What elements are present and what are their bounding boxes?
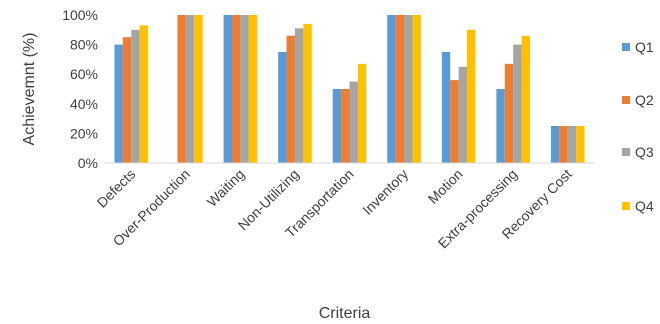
bar-q3-3	[294, 28, 304, 163]
bar-q2-0	[122, 37, 132, 164]
bar-q1-5	[387, 15, 396, 163]
x-tick-label: Waiting	[204, 166, 248, 210]
legend-swatch-q4	[622, 202, 630, 210]
bar-q1-0	[114, 44, 123, 163]
legend-label-q1: Q1	[635, 39, 654, 55]
bar-q4-3	[303, 23, 312, 163]
bar-q3-6	[458, 66, 468, 163]
legend-swatch-q1	[622, 43, 630, 51]
x-tick-label: Inventory	[359, 166, 411, 218]
bar-q2-3	[286, 35, 295, 163]
bar-q4-7	[521, 35, 530, 163]
legend-label-q3: Q3	[635, 144, 654, 160]
y-axis-ticks: 0% 20% 40% 60% 80% 100%	[62, 7, 98, 171]
bar-q4-0	[139, 25, 149, 163]
y-tick-label: 80%	[70, 37, 98, 53]
bar-q4-1	[194, 15, 203, 163]
bar-q3-7	[513, 44, 522, 163]
bar-q3-1	[185, 15, 195, 163]
bar-q3-4	[349, 81, 358, 163]
bar-q3-8	[567, 126, 577, 163]
legend-swatch-q3	[622, 148, 630, 156]
y-tick-label: 60%	[70, 66, 98, 82]
x-tick-label: Motion	[425, 166, 466, 207]
bar-q1-7	[496, 89, 505, 163]
bar-q1-8	[550, 126, 560, 163]
y-axis-title: Achievemnt (%)	[21, 33, 38, 146]
bar-q4-4	[357, 63, 367, 164]
bar-q3-0	[131, 29, 140, 163]
legend: Q1 Q2 Q3 Q4	[622, 39, 654, 214]
y-tick-label: 40%	[70, 96, 98, 112]
bar-q1-6	[441, 52, 451, 163]
x-tick-label: Defects	[94, 166, 139, 211]
bar-q2-2	[231, 15, 241, 163]
bar-q2-4	[341, 89, 350, 163]
bar-q2-1	[177, 15, 186, 163]
bar-q2-7	[504, 63, 514, 164]
x-axis-title: Criteria	[319, 305, 371, 322]
y-tick-label: 20%	[70, 125, 98, 141]
bar-q1-2	[223, 15, 232, 163]
y-tick-label: 0%	[78, 155, 98, 171]
bar-q4-6	[467, 29, 476, 163]
bar-q4-8	[576, 126, 585, 163]
legend-label-q4: Q4	[635, 198, 654, 214]
bar-q2-5	[395, 15, 405, 163]
y-tick-label: 100%	[62, 7, 98, 23]
bars	[114, 15, 585, 164]
legend-swatch-q2	[622, 96, 630, 104]
bar-q1-4	[332, 89, 342, 163]
bar-q3-2	[240, 15, 249, 163]
bar-q4-5	[412, 15, 421, 163]
bar-q4-2	[248, 15, 258, 163]
bar-q1-3	[278, 52, 287, 163]
legend-label-q2: Q2	[635, 92, 654, 108]
bar-q2-8	[559, 126, 568, 163]
bar-q3-5	[404, 15, 413, 163]
bar-q2-6	[450, 80, 459, 163]
